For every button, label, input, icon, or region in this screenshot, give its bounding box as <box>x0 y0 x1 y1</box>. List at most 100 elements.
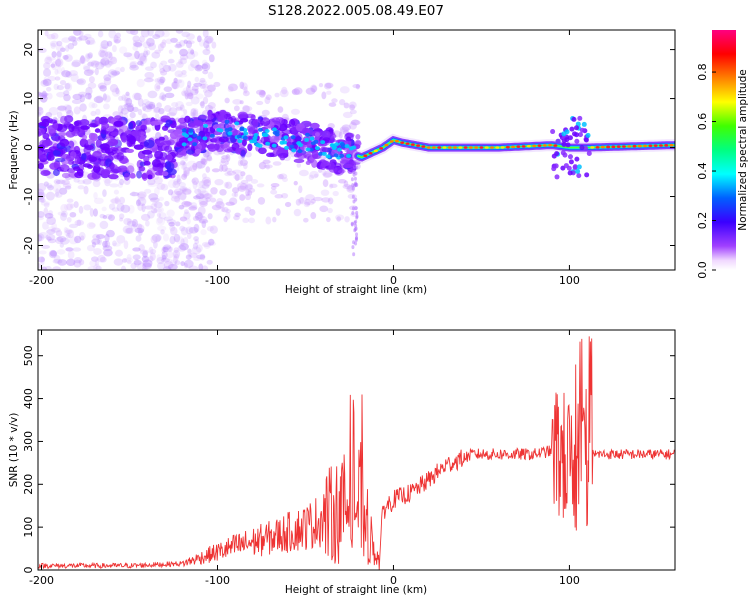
spectrogram-cell <box>322 137 331 142</box>
spectrogram-cell <box>179 48 188 57</box>
spectrogram-cell <box>194 64 203 72</box>
spectrogram-cell <box>78 205 84 214</box>
spectrogram-cell <box>132 35 140 43</box>
spectrogram-cell <box>271 127 277 132</box>
spectrogram-cell <box>51 222 58 231</box>
spectrogram-cell <box>162 233 170 242</box>
spectrogram-peak <box>474 146 479 149</box>
spectrogram-cell <box>333 166 345 176</box>
spectrogram-cell <box>239 127 245 132</box>
spectrogram-x-ticks: -200 -100 0 100 <box>29 30 580 287</box>
spectrogram-cell <box>107 56 116 63</box>
spectrogram-cell <box>201 158 208 166</box>
spectrogram-cell <box>88 156 98 162</box>
spectrogram-cell <box>215 201 225 209</box>
spectrogram-cell <box>181 187 187 193</box>
spectrogram-cell <box>143 160 151 166</box>
spectrogram-cell <box>38 188 45 197</box>
spectrogram-cell <box>262 159 271 165</box>
x-tick-label: 100 <box>559 574 580 587</box>
spectrogram-cell <box>190 108 197 118</box>
spectrogram-cell <box>160 41 166 49</box>
spectrogram-cell <box>73 259 82 268</box>
spectrogram-cell <box>180 160 186 166</box>
spectrogram-cell <box>60 115 68 124</box>
spectrogram-cell <box>152 34 161 40</box>
spectrogram-cell <box>188 128 194 133</box>
spectrogram-cell <box>318 151 324 156</box>
spectrogram-cell <box>188 265 199 270</box>
spectrogram-cell <box>44 56 53 65</box>
spectrogram-cell <box>143 155 150 163</box>
spectrogram-cell <box>304 137 310 142</box>
spectrogram-cell <box>241 82 248 91</box>
spectrogram-cell <box>99 43 109 50</box>
spectrogram-cell <box>189 88 199 96</box>
spectrogram-cell <box>159 76 166 84</box>
spectrogram-cell <box>311 85 317 93</box>
spectrogram-peak <box>394 139 399 143</box>
spectrogram-cell <box>198 196 209 206</box>
spectrogram-cell <box>293 158 305 163</box>
spectrogram-cell <box>80 125 90 130</box>
spectrogram-cell <box>343 180 349 188</box>
spectrogram-cell <box>204 104 213 112</box>
spectrogram-cell <box>291 89 298 95</box>
spectrogram-cell <box>157 43 164 52</box>
spectrogram-cell <box>231 169 242 175</box>
spectrogram-cell <box>48 119 58 124</box>
spectrogram-cell <box>178 182 186 188</box>
spectrogram-cell <box>305 147 311 152</box>
spectrogram-cell <box>52 258 63 264</box>
spectrogram-cell <box>102 240 108 248</box>
spectrogram-cell <box>42 93 47 99</box>
spectrogram-cell <box>91 102 98 109</box>
spectrogram-cell <box>82 64 91 71</box>
spectrogram-cell <box>40 256 45 266</box>
spectrogram-cell <box>65 247 74 252</box>
spectrogram-cell <box>159 152 168 161</box>
spectrogram-cell <box>149 252 156 261</box>
spectrogram-cell <box>179 187 189 193</box>
spectrogram-cell <box>74 155 80 165</box>
spectrogram-cell <box>137 202 144 211</box>
spectrogram-cell <box>64 83 71 90</box>
spectrogram-cell <box>107 138 119 147</box>
spectrogram-cell <box>239 100 244 105</box>
spectrogram-cell <box>113 36 122 44</box>
spectrogram-cell <box>61 37 71 43</box>
spectrogram-cell <box>162 245 172 253</box>
spectrogram-cell <box>139 35 145 43</box>
spectrogram-cell <box>174 43 183 49</box>
spectrogram-cell <box>175 41 182 48</box>
spectrogram-cell <box>141 102 147 111</box>
spectrogram-peak <box>368 151 373 155</box>
spectrogram-cell <box>255 142 261 147</box>
spectrogram-cell <box>83 204 92 211</box>
spectrogram-cell <box>321 130 331 139</box>
spectrogram-cell <box>50 227 61 233</box>
spectrogram-cell <box>145 103 156 110</box>
spectrogram-cell <box>202 30 209 38</box>
spectrogram-cell <box>118 95 124 101</box>
spectrogram-cell <box>62 54 69 60</box>
spectrogram-cell <box>91 241 97 248</box>
spectrogram-cell <box>192 216 200 222</box>
spectrogram-cell <box>38 233 45 242</box>
y-tick-label: 20 <box>22 43 35 57</box>
spectrogram-cell <box>121 258 128 263</box>
spectrogram-cell <box>320 189 330 196</box>
spectrogram-cell <box>106 40 113 47</box>
spectrogram-cell <box>203 123 209 128</box>
spectrogram-cell <box>156 212 162 218</box>
spectrogram-cell <box>137 262 147 270</box>
spectrogram-cell <box>232 98 242 105</box>
spectrogram-peak <box>400 141 405 144</box>
spectrogram-cell <box>121 94 127 102</box>
spectrogram-cell <box>54 191 63 198</box>
spectrogram-cell <box>156 76 165 84</box>
spectrogram-cell <box>195 193 205 199</box>
spectrogram-cell <box>179 54 189 61</box>
spectrogram-peak <box>437 146 442 149</box>
spectrogram-cell <box>201 265 209 270</box>
